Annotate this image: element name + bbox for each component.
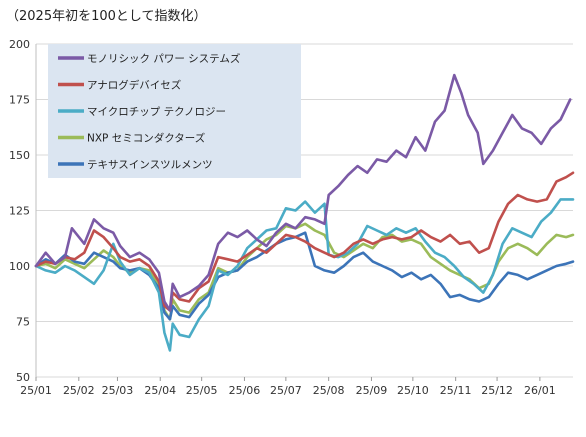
series-line-2 [34, 171, 575, 312]
legend-box [48, 44, 301, 178]
x-axis-ticks: 25/01 25/02 25/03 25/04 25/05 25/06 25/07 25/08… [20, 377, 556, 397]
series-lines [34, 73, 575, 352]
x-tick-label: 25/02 [63, 384, 95, 397]
y-tick-label: 100 [9, 260, 30, 273]
legend-label: マイクロチップ テクノロジー [87, 106, 226, 118]
x-tick-label: 25/03 [102, 384, 134, 397]
legend-label: NXP セミコンダクターズ [87, 132, 205, 145]
x-tick-label: 25/11 [440, 384, 472, 397]
y-tick-label: 125 [9, 205, 30, 218]
y-tick-label: 75 [16, 316, 30, 329]
y-tick-label: 150 [9, 149, 30, 162]
x-tick-label: 25/04 [144, 384, 176, 397]
series-line-3 [34, 198, 575, 352]
y-tick-label: 175 [9, 94, 30, 107]
x-tick-label: 25/09 [356, 384, 388, 397]
y-tick-label: 50 [16, 371, 30, 384]
legend-label: アナログデバイセズ [87, 79, 181, 92]
series-line-1 [34, 73, 572, 312]
x-tick-label: 25/12 [481, 384, 513, 397]
y-tick-label: 200 [9, 38, 30, 51]
x-tick-label: 25/10 [397, 384, 429, 397]
x-tick-label: 25/06 [229, 384, 261, 397]
x-tick-label: 25/07 [270, 384, 302, 397]
x-tick-label: 25/05 [186, 384, 218, 397]
legend-label: モノリシック パワー システムズ [87, 52, 240, 65]
x-tick-label: 25/08 [313, 384, 345, 397]
x-tick-label: 25/01 [20, 384, 52, 397]
chart-title: （2025年初を100として指数化） [6, 9, 207, 24]
legend-label: テキサスインスツルメンツ [87, 159, 213, 171]
x-tick-label: 26/01 [524, 384, 556, 397]
y-axis-ticks: 50 75 100 125 150 175 200 [9, 38, 30, 384]
